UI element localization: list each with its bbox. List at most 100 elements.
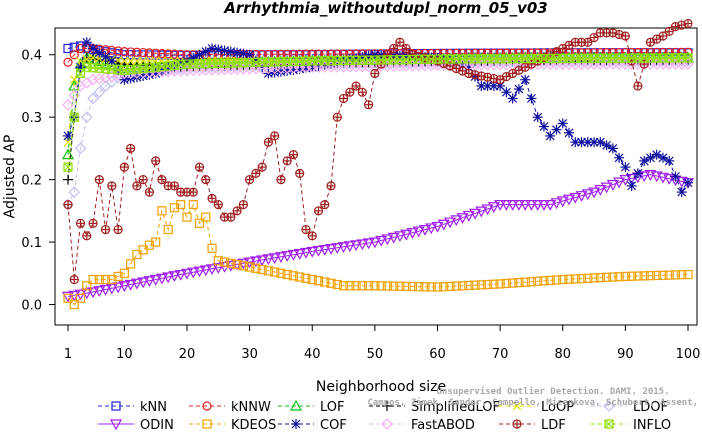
data-point bbox=[576, 137, 587, 148]
data-point bbox=[332, 112, 342, 122]
data-point bbox=[63, 162, 73, 172]
data-point bbox=[194, 162, 205, 172]
data-point bbox=[406, 228, 419, 239]
data-point bbox=[126, 259, 136, 269]
data-point bbox=[482, 279, 493, 290]
data-point bbox=[270, 131, 280, 141]
legend-marker bbox=[381, 418, 393, 430]
data-point bbox=[80, 288, 93, 300]
data-point bbox=[130, 278, 143, 290]
data-point bbox=[670, 270, 681, 280]
data-point bbox=[157, 48, 167, 59]
data-point bbox=[69, 299, 79, 310]
legend-label: LDOF bbox=[633, 400, 668, 415]
data-point bbox=[338, 93, 349, 104]
data-point bbox=[356, 239, 369, 251]
data-point bbox=[562, 194, 576, 206]
data-point bbox=[351, 281, 361, 291]
legend-item-kNN: kNN bbox=[98, 400, 167, 415]
data-point bbox=[132, 47, 142, 57]
data-point bbox=[251, 168, 261, 178]
data-point bbox=[450, 215, 463, 227]
series-line-INFLO bbox=[67, 57, 688, 168]
data-point bbox=[620, 271, 630, 282]
data-point bbox=[138, 245, 148, 255]
data-point bbox=[282, 156, 292, 166]
legend-marker bbox=[111, 401, 121, 411]
data-point bbox=[288, 150, 299, 160]
data-point bbox=[313, 276, 324, 286]
data-point bbox=[176, 200, 186, 210]
data-point bbox=[94, 175, 104, 185]
data-point bbox=[658, 270, 668, 280]
data-point bbox=[389, 43, 399, 54]
data-point bbox=[213, 200, 223, 210]
data-point bbox=[312, 245, 325, 257]
data-point bbox=[351, 81, 361, 91]
data-point bbox=[144, 240, 155, 250]
data-point bbox=[113, 224, 123, 235]
data-point bbox=[588, 187, 601, 199]
data-point bbox=[658, 31, 668, 41]
data-point bbox=[345, 281, 355, 291]
data-point bbox=[157, 175, 167, 185]
data-point bbox=[364, 100, 374, 110]
data-point bbox=[589, 273, 599, 283]
data-point bbox=[664, 270, 674, 280]
legend-label: kNNW bbox=[231, 400, 271, 415]
data-point bbox=[226, 258, 236, 268]
data-point bbox=[569, 192, 582, 204]
data-point bbox=[364, 281, 374, 291]
chart-title: Arrhythmia_withoutdupl_norm_05_v03 bbox=[223, 0, 547, 17]
data-point bbox=[393, 231, 406, 243]
data-point bbox=[607, 143, 618, 154]
data-point bbox=[88, 274, 98, 285]
data-point bbox=[426, 282, 436, 292]
data-point bbox=[601, 272, 612, 282]
data-point bbox=[387, 232, 400, 244]
data-point bbox=[526, 93, 537, 104]
data-point bbox=[157, 206, 167, 216]
data-point bbox=[619, 175, 632, 186]
legend-marker bbox=[109, 419, 123, 431]
data-point bbox=[545, 275, 555, 286]
data-point bbox=[456, 213, 469, 224]
data-point bbox=[88, 43, 99, 54]
data-point bbox=[345, 87, 355, 97]
data-point bbox=[169, 49, 180, 59]
data-point bbox=[245, 175, 255, 185]
data-point bbox=[350, 240, 363, 252]
data-point bbox=[232, 206, 242, 216]
data-point bbox=[407, 281, 418, 292]
legend-marker bbox=[291, 419, 301, 429]
data-point bbox=[306, 246, 319, 258]
data-point bbox=[107, 181, 117, 191]
y-tick-label: 0.2 bbox=[21, 174, 42, 189]
legend-marker bbox=[289, 399, 303, 411]
data-point bbox=[288, 271, 299, 281]
x-tick-label: 70 bbox=[492, 347, 509, 362]
data-point bbox=[539, 276, 549, 286]
data-point bbox=[581, 189, 594, 201]
legend-marker bbox=[604, 419, 614, 429]
data-point bbox=[389, 281, 399, 291]
legend-item-LDOF: LDOF bbox=[591, 400, 668, 415]
legend-marker bbox=[202, 419, 212, 429]
data-point bbox=[199, 265, 212, 277]
y-tick-label: 0.4 bbox=[21, 49, 42, 64]
data-point bbox=[600, 182, 613, 194]
data-point bbox=[124, 279, 137, 291]
data-point bbox=[301, 224, 311, 235]
data-point bbox=[200, 46, 211, 57]
data-point bbox=[119, 162, 129, 172]
data-point bbox=[268, 253, 281, 265]
data-point bbox=[207, 193, 217, 203]
data-point bbox=[464, 280, 474, 291]
data-point bbox=[75, 218, 86, 228]
data-point bbox=[564, 274, 574, 284]
data-point bbox=[301, 49, 311, 59]
data-point bbox=[93, 286, 106, 298]
data-point bbox=[444, 217, 457, 229]
data-point bbox=[118, 281, 131, 293]
data-point bbox=[82, 281, 92, 291]
